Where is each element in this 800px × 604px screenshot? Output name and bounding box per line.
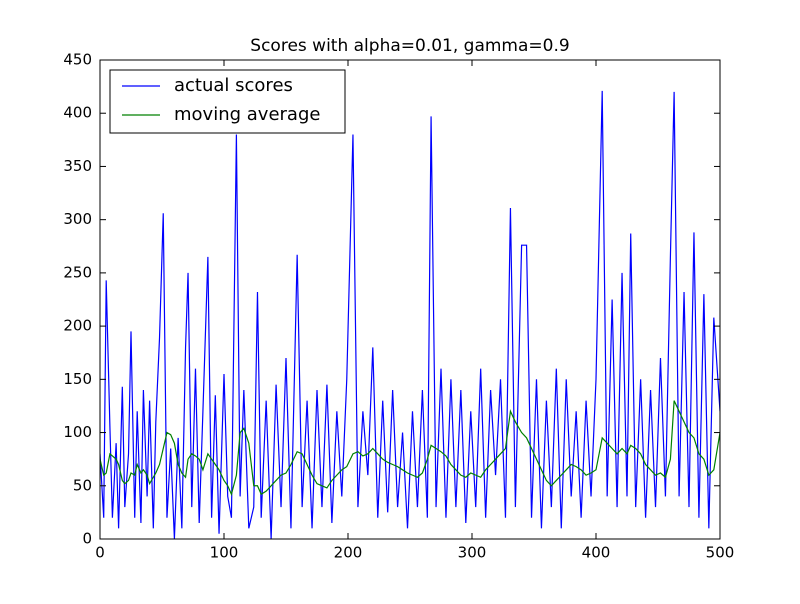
axes-frame [99, 59, 721, 540]
x-tick-label: 500 [706, 544, 735, 562]
y-tick-label: 100 [63, 423, 92, 441]
y-tick-label: 450 [63, 51, 92, 69]
y-tick-label: 150 [63, 370, 92, 388]
y-tick-label: 400 [63, 104, 92, 122]
x-tick-label: 100 [210, 544, 239, 562]
y-tick-label: 50 [73, 476, 92, 494]
line [100, 90, 720, 539]
y-tick-label: 200 [63, 317, 92, 335]
legend-label: actual scores [174, 75, 293, 96]
y-tick-label: 300 [63, 210, 92, 228]
legend-box [109, 69, 346, 134]
chart-title: Scores with alpha=0.01, gamma=0.9 [250, 36, 569, 56]
y-tick-label: 250 [63, 263, 92, 281]
y-tick-label: 350 [63, 157, 92, 175]
x-tick-label: 0 [95, 544, 105, 562]
x-tick-label: 200 [334, 544, 363, 562]
x-tick-label: 400 [582, 544, 611, 562]
line [100, 400, 720, 497]
x-tick-label: 300 [458, 544, 487, 562]
legend-label: moving average [174, 104, 320, 125]
y-tick-label: 0 [82, 530, 92, 548]
